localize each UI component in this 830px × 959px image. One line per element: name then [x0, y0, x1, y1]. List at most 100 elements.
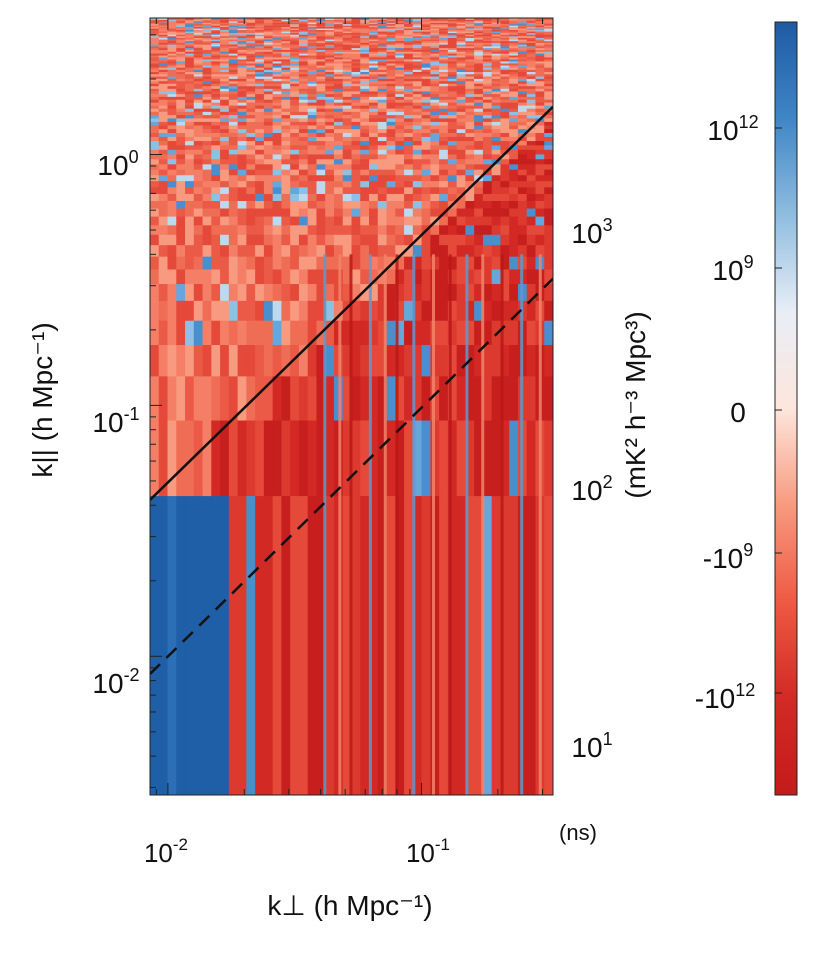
heatmap-cell-2522 [421, 85, 431, 89]
heatmap-cell-820 [237, 163, 247, 170]
heatmap-cell-2335 [404, 193, 414, 201]
heatmap-cell-3082 [482, 85, 493, 89]
heatmap-cell-158 [158, 19, 169, 22]
heatmap-cell-491 [202, 224, 212, 235]
heatmap-cell-2169 [386, 244, 396, 257]
heatmap-cell-1191 [272, 29, 283, 32]
heatmap-cell-3430 [517, 31, 528, 34]
heatmap-cell-1189 [272, 32, 283, 35]
heatmap-cell-1098 [263, 51, 274, 54]
heatmap-cell-1039 [255, 18, 265, 20]
heatmap-cell-2296 [395, 54, 405, 58]
heatmap-cell-3237 [500, 99, 510, 103]
heatmap-cell-1108 [263, 34, 274, 37]
heatmap-cell-1645 [325, 78, 335, 82]
heatmap-cell-2498 [421, 174, 431, 182]
heatmap-cell-1610 [325, 234, 335, 246]
heatmap-cell-2838 [456, 96, 466, 100]
heatmap-cell-3063 [482, 149, 493, 155]
heatmap-cell-1527 [316, 268, 326, 285]
heatmap-cell-3123 [491, 344, 502, 377]
heatmap-cell-152 [158, 27, 169, 31]
heatmap-cell-2452 [412, 62, 423, 66]
heatmap-cell-653 [220, 207, 230, 217]
heatmap-cell-1420 [298, 47, 309, 50]
heatmap-cell-2723 [447, 344, 458, 377]
heatmap-cell-3041 [482, 419, 493, 497]
heatmap-cell-2241 [395, 419, 405, 497]
heatmap-cell-439 [193, 93, 204, 97]
heatmap-cell-293 [176, 60, 186, 64]
heatmap-cell-271 [176, 117, 186, 122]
colorbar-ticks [775, 127, 782, 694]
heatmap-cell-1498 [307, 51, 318, 54]
heatmap-cell-1308 [290, 128, 300, 133]
heatmap-cell-1388 [298, 128, 309, 133]
heatmap-cell-3308 [509, 128, 519, 133]
heatmap-cell-2228 [386, 34, 396, 37]
heatmap-cell-207 [167, 73, 177, 77]
heatmap-cell-2719 [439, 18, 449, 20]
heatmap-cell-2556 [421, 22, 431, 25]
heatmap-cell-3035 [474, 23, 484, 26]
heatmap-cell-1552 [316, 114, 326, 119]
heatmap-cell-3531 [535, 224, 545, 235]
heatmap-cell-1832 [342, 27, 353, 31]
heatmap-cell-1979 [360, 49, 370, 52]
heatmap-cell-1906 [351, 37, 361, 40]
heatmap-cell-1507 [307, 35, 318, 38]
heatmap-cell-1967 [360, 73, 370, 77]
heatmap-cell-1761 [342, 419, 353, 497]
heatmap-cell-1349 [290, 32, 300, 35]
heatmap-cell-1284 [290, 320, 300, 346]
heatmap-cell-671 [220, 117, 230, 122]
heatmap-cell-1871 [351, 117, 361, 122]
heatmap-cell-3646 [544, 75, 553, 79]
heatmap-cell-1986 [360, 37, 370, 40]
heatmap-cell-3012 [474, 62, 484, 66]
heatmap-cell-1214 [281, 200, 291, 209]
heatmap-cell-1400 [298, 90, 309, 95]
heatmap-cell-2579 [430, 169, 440, 176]
heatmap-cell-2394 [404, 25, 414, 28]
heatmap-cell-1546 [316, 136, 326, 142]
heatmap-cell-1618 [325, 174, 335, 182]
heatmap-cell-1377 [298, 180, 309, 188]
heatmap-cell-863 [237, 42, 247, 45]
heatmap-cell-1064 [263, 144, 274, 150]
heatmap-cell-1617 [325, 180, 335, 188]
heatmap-cell-2427 [412, 132, 423, 137]
heatmap-cell-2918 [465, 96, 475, 100]
heatmap-cell-2193 [386, 111, 396, 116]
heatmap-cell-2799 [447, 18, 458, 20]
heatmap-cell-185 [167, 140, 177, 146]
heatmap-cell-22 [150, 153, 160, 160]
heatmap-cell-2709 [439, 32, 449, 35]
heatmap-cell-376 [185, 54, 195, 58]
heatmap-cell-2261 [395, 158, 405, 165]
heatmap-cell-43 [150, 83, 160, 87]
heatmap-cell-1737 [333, 53, 344, 56]
heatmap-cell-1438 [298, 19, 309, 22]
heatmap-cell-1040 [263, 495, 274, 795]
heatmap-cell-2738 [447, 174, 458, 182]
heatmap-cell-110 [158, 121, 169, 126]
heatmap-cell-3145 [491, 140, 502, 146]
heatmap-cell-807 [237, 268, 247, 285]
heatmap-cell-3574 [535, 58, 545, 62]
heatmap-cell-3382 [517, 153, 528, 160]
heatmap-cell-1613 [325, 207, 335, 217]
heatmap-cell-1173 [272, 60, 283, 64]
heatmap-cell-1643 [325, 83, 335, 87]
heatmap-cell-1399 [298, 93, 309, 97]
heatmap-cell-706 [220, 37, 230, 40]
heatmap-cell-456 [193, 54, 204, 58]
heatmap-cell-704 [220, 40, 230, 43]
heatmap-cell-1525 [316, 300, 326, 321]
heatmap-cell-681 [220, 88, 230, 92]
heatmap-cell-1465 [307, 140, 318, 146]
heatmap-cell-769 [228, 69, 239, 73]
heatmap-cell-1649 [325, 69, 335, 73]
heatmap-cell-2289 [395, 69, 405, 73]
heatmap-cell-2113 [377, 111, 388, 116]
